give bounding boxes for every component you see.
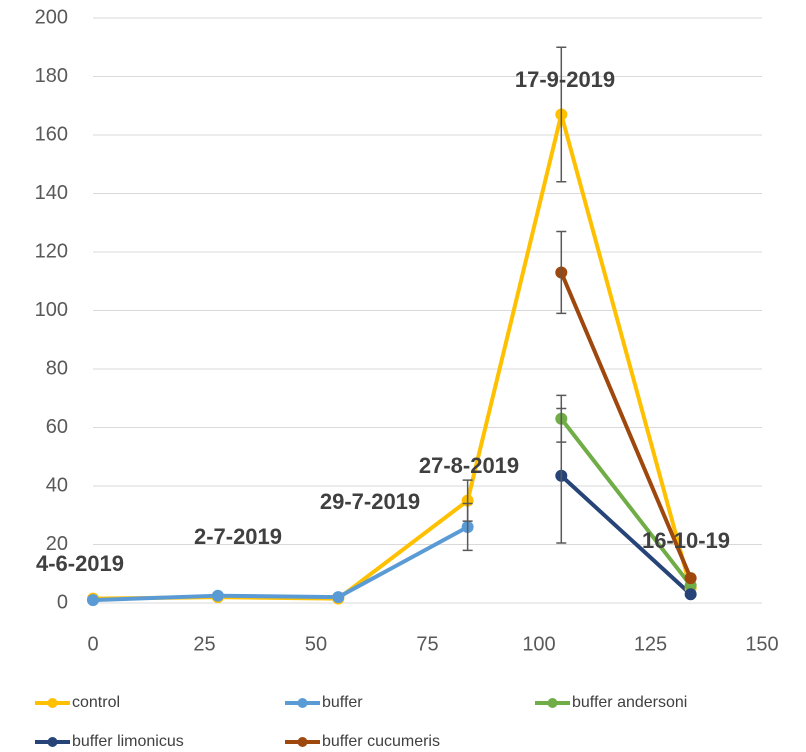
series-line [559,474,692,596]
series-line [559,271,693,579]
series-line [92,112,693,601]
y-tick-label: 40 [46,474,68,496]
marker [332,591,345,604]
error-bar [556,230,567,315]
x-tick-label: 25 [193,633,215,655]
x-tick-label: 100 [522,633,555,655]
legend-label: buffer andersoni [572,694,687,711]
y-tick-label: 200 [35,6,68,28]
y-tick-label: 160 [35,123,68,145]
annotation: 17-9-2019 [515,67,615,92]
x-tick-label: 75 [416,633,438,655]
legend-label: buffer limonicus [72,733,184,750]
legend-label: buffer [322,694,363,711]
legend-label: buffer cucumeris [322,733,440,750]
legend-label: control [72,694,120,711]
x-tick-label: 0 [87,633,98,655]
legend-marker [47,698,58,708]
y-tick-label: 120 [35,240,68,262]
annotation: 2-7-2019 [194,524,282,549]
legend-marker [547,698,558,708]
annotation: 27-8-2019 [419,453,519,478]
legend-marker [297,698,308,708]
x-tick-label: 150 [745,633,778,655]
legend-marker [47,737,58,747]
marker [211,589,224,602]
y-tick-label: 60 [46,416,68,438]
x-tick-label: 125 [634,633,667,655]
annotation: 16-10-19 [642,528,730,553]
marker [684,572,697,585]
marker [684,588,697,601]
y-tick-label: 100 [35,299,68,321]
annotation: 29-7-2019 [320,489,420,514]
y-tick-label: 140 [35,182,68,204]
marker [87,594,99,607]
legend-marker [297,737,308,747]
annotation: 4-6-2019 [36,551,124,576]
y-tick-label: 0 [57,591,68,613]
series-line [92,525,469,603]
y-tick-label: 20 [46,533,68,555]
y-tick-label: 80 [46,357,68,379]
series-line [559,417,693,587]
error-bar [556,407,567,544]
error-bar [556,46,567,183]
x-tick-label: 50 [305,633,327,655]
y-tick-label: 180 [35,65,68,87]
error-bar [462,502,473,552]
